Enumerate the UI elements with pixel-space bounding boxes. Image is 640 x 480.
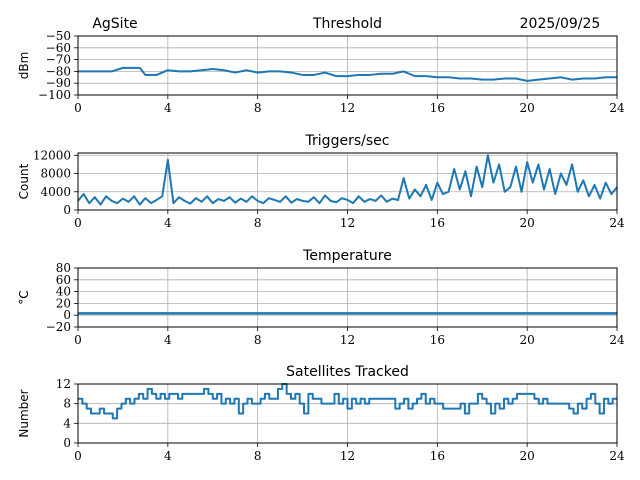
x-tick-label: 16 [430,101,445,115]
threshold-panel: 0 4 8 12 16 20 24 −50−60−70−80−90−100 Threshold d… [17,16,625,115]
triggers-panel: 0 4 8 12 16 20 24 12000 8000 4000 0 Triggers/sec Cou… [17,133,625,230]
y-tick-label: 8 [63,397,71,411]
y-tick-label: −60 [46,41,71,55]
triggers-axes-frame [77,152,618,211]
x-tick-label: 0 [74,216,82,230]
y-tick-label: 60 [56,273,71,287]
x-tick-label: 8 [254,216,262,230]
threshold-series-line [78,66,617,82]
x-tick-label: 20 [520,449,535,463]
y-tick-label: 12 [56,377,71,391]
temperature-title: Temperature [302,248,392,264]
y-tick-label: 0 [63,308,71,322]
threshold-ylabel: dBm [17,52,31,80]
threshold-axes-frame [77,35,618,96]
y-tick-label: −50 [46,29,71,43]
x-tick-label: 4 [164,101,172,115]
x-tick-label: 20 [520,101,535,115]
satellites-series-line [78,383,617,420]
x-tick-label: 12 [340,449,355,463]
y-tick-label: 4 [63,416,71,430]
y-tick-label: 8000 [40,167,71,181]
x-tick-label: 4 [164,333,172,347]
date-label: 2025/09/25 [520,16,601,32]
x-tick-label: 4 [164,216,172,230]
x-tick-label: 16 [430,449,445,463]
y-tick-label: 80 [56,261,71,275]
y-tick-label: −100 [38,88,71,102]
y-tick-label: 0 [63,203,71,217]
x-tick-label: 0 [74,101,82,115]
satellites-ylabel: Number [17,389,31,437]
x-tick-label: 8 [254,449,262,463]
y-tick-label: 0 [63,436,71,450]
x-tick-label: 12 [340,101,355,115]
x-tick-label: 12 [340,216,355,230]
temperature-ylabel: °C [17,290,31,304]
x-tick-label: 20 [520,216,535,230]
x-tick-label: 16 [430,216,445,230]
satellites-axes-frame [77,383,618,444]
y-tick-label: −80 [46,64,71,78]
triggers-ylabel: Count [17,163,31,199]
y-tick-label: 12000 [33,148,71,162]
y-tick-label: 40 [56,285,71,299]
y-tick-label: 4000 [40,185,71,199]
site-label: AgSite [92,16,137,32]
x-tick-label: 8 [254,101,262,115]
temperature-axes-frame [77,267,618,328]
x-tick-label: 24 [609,333,625,347]
x-tick-label: 0 [74,333,82,347]
y-tick-label: −20 [46,320,71,334]
x-tick-label: 4 [164,449,172,463]
satellites-panel: 0 4 8 12 16 20 24 12 8 4 0 Satellites Tracked Number [17,364,625,463]
x-tick-label: 24 [609,101,625,115]
satellites-title: Satellites Tracked [286,364,409,380]
x-tick-label: 20 [520,333,535,347]
y-tick-label: −90 [46,76,71,90]
x-tick-label: 16 [430,333,445,347]
triggers-title: Triggers/sec [305,133,390,149]
y-tick-label: −70 [46,53,71,67]
threshold-title: Threshold [312,16,382,32]
x-tick-label: 24 [609,449,625,463]
x-tick-label: 0 [74,449,82,463]
x-tick-label: 12 [340,333,355,347]
y-tick-label: 20 [56,296,71,310]
x-tick-label: 8 [254,333,262,347]
x-tick-label: 24 [609,216,625,230]
triggers-series-line [77,154,618,206]
